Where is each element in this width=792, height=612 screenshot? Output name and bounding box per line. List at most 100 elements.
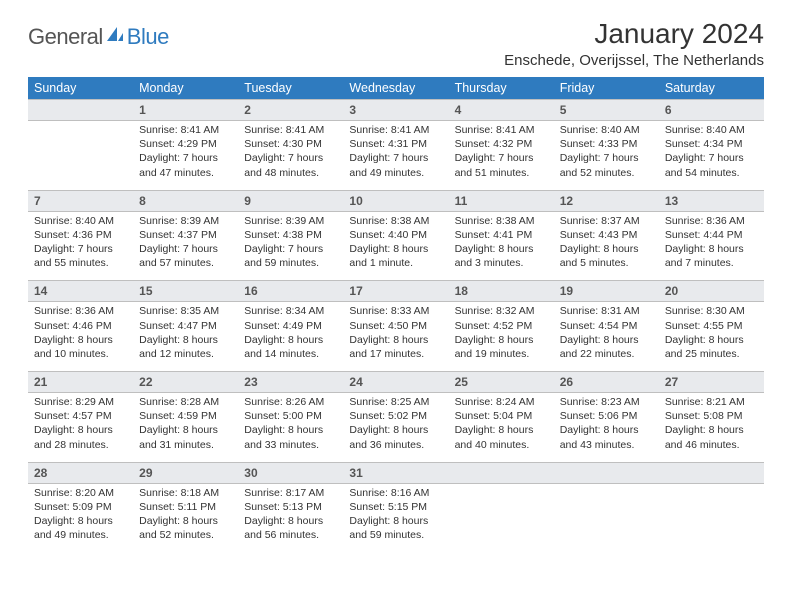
weekday-header-row: Sunday Monday Tuesday Wednesday Thursday… [28,77,764,100]
day-day1: Daylight: 7 hours [349,151,442,165]
day-data-cell: Sunrise: 8:34 AMSunset: 4:49 PMDaylight:… [238,302,343,372]
day-sunrise: Sunrise: 8:37 AM [560,214,653,228]
day-number-cell: 28 [28,462,133,483]
day-sunrise: Sunrise: 8:36 AM [665,214,758,228]
day-day1: Daylight: 8 hours [139,423,232,437]
day-sunset: Sunset: 4:31 PM [349,137,442,151]
day-sunrise: Sunrise: 8:40 AM [560,123,653,137]
day-sunrise: Sunrise: 8:39 AM [244,214,337,228]
day-day2: and 19 minutes. [455,347,548,361]
day-sunrise: Sunrise: 8:28 AM [139,395,232,409]
brand-text-1: General [28,24,103,50]
day-data: Sunrise: 8:40 AMSunset: 4:33 PMDaylight:… [554,121,659,190]
day-sunset: Sunset: 5:02 PM [349,409,442,423]
day-number-cell: 25 [449,372,554,393]
day-data-cell: Sunrise: 8:16 AMSunset: 5:15 PMDaylight:… [343,483,448,552]
day-number-cell: 22 [133,372,238,393]
day-number-cell: 2 [238,100,343,121]
day-data-cell [659,483,764,552]
day-day1: Daylight: 8 hours [560,242,653,256]
day-data-cell: Sunrise: 8:41 AMSunset: 4:30 PMDaylight:… [238,121,343,191]
day-day2: and 12 minutes. [139,347,232,361]
day-number-cell: 1 [133,100,238,121]
day-sunset: Sunset: 4:36 PM [34,228,127,242]
day-day1: Daylight: 8 hours [665,423,758,437]
day-day2: and 36 minutes. [349,438,442,452]
day-number-cell: 12 [554,190,659,211]
day-sunrise: Sunrise: 8:35 AM [139,304,232,318]
day-data-cell: Sunrise: 8:33 AMSunset: 4:50 PMDaylight:… [343,302,448,372]
day-data-cell: Sunrise: 8:20 AMSunset: 5:09 PMDaylight:… [28,483,133,552]
day-day2: and 55 minutes. [34,256,127,270]
day-number-cell [28,100,133,121]
week-data-row: Sunrise: 8:29 AMSunset: 4:57 PMDaylight:… [28,393,764,463]
day-data-cell: Sunrise: 8:31 AMSunset: 4:54 PMDaylight:… [554,302,659,372]
day-number: 1 [133,100,238,120]
day-day2: and 14 minutes. [244,347,337,361]
day-day1: Daylight: 8 hours [34,423,127,437]
day-data-cell: Sunrise: 8:36 AMSunset: 4:44 PMDaylight:… [659,211,764,281]
day-data: Sunrise: 8:30 AMSunset: 4:55 PMDaylight:… [659,302,764,371]
day-data-cell: Sunrise: 8:36 AMSunset: 4:46 PMDaylight:… [28,302,133,372]
day-day2: and 49 minutes. [34,528,127,542]
day-sunset: Sunset: 5:00 PM [244,409,337,423]
day-sunrise: Sunrise: 8:41 AM [244,123,337,137]
day-number-cell [554,462,659,483]
day-day1: Daylight: 7 hours [139,151,232,165]
day-number: 30 [238,463,343,483]
brand-text-2: Blue [127,24,169,50]
day-data: Sunrise: 8:41 AMSunset: 4:32 PMDaylight:… [449,121,554,190]
day-day1: Daylight: 8 hours [244,423,337,437]
day-data: Sunrise: 8:38 AMSunset: 4:41 PMDaylight:… [449,212,554,281]
day-sunset: Sunset: 5:04 PM [455,409,548,423]
day-day2: and 10 minutes. [34,347,127,361]
day-sunset: Sunset: 4:44 PM [665,228,758,242]
day-day1: Daylight: 8 hours [349,514,442,528]
day-number: 9 [238,191,343,211]
day-number: 18 [449,281,554,301]
day-day1: Daylight: 8 hours [34,333,127,347]
day-sunset: Sunset: 4:55 PM [665,319,758,333]
title-block: January 2024 Enschede, Overijssel, The N… [504,18,764,69]
day-number-cell: 16 [238,281,343,302]
day-data [554,484,659,546]
day-day1: Daylight: 7 hours [455,151,548,165]
day-day1: Daylight: 8 hours [349,242,442,256]
day-sunset: Sunset: 4:32 PM [455,137,548,151]
day-data: Sunrise: 8:40 AMSunset: 4:36 PMDaylight:… [28,212,133,281]
day-number: 7 [28,191,133,211]
day-number: 8 [133,191,238,211]
day-sunrise: Sunrise: 8:32 AM [455,304,548,318]
day-number: 15 [133,281,238,301]
day-sunset: Sunset: 5:08 PM [665,409,758,423]
day-number: 29 [133,463,238,483]
day-data [449,484,554,546]
week-data-row: Sunrise: 8:20 AMSunset: 5:09 PMDaylight:… [28,483,764,552]
day-sunset: Sunset: 5:11 PM [139,500,232,514]
day-number-cell: 11 [449,190,554,211]
day-data: Sunrise: 8:16 AMSunset: 5:15 PMDaylight:… [343,484,448,553]
day-sunset: Sunset: 4:59 PM [139,409,232,423]
day-data: Sunrise: 8:29 AMSunset: 4:57 PMDaylight:… [28,393,133,462]
day-day2: and 56 minutes. [244,528,337,542]
day-number [28,100,133,106]
day-day1: Daylight: 7 hours [560,151,653,165]
day-day1: Daylight: 8 hours [455,333,548,347]
day-number-cell: 5 [554,100,659,121]
day-day2: and 17 minutes. [349,347,442,361]
day-sunset: Sunset: 5:13 PM [244,500,337,514]
day-data-cell: Sunrise: 8:41 AMSunset: 4:31 PMDaylight:… [343,121,448,191]
day-day2: and 7 minutes. [665,256,758,270]
day-day1: Daylight: 8 hours [665,242,758,256]
day-number-cell: 8 [133,190,238,211]
day-data: Sunrise: 8:36 AMSunset: 4:46 PMDaylight:… [28,302,133,371]
day-data: Sunrise: 8:25 AMSunset: 5:02 PMDaylight:… [343,393,448,462]
day-number: 31 [343,463,448,483]
day-data: Sunrise: 8:31 AMSunset: 4:54 PMDaylight:… [554,302,659,371]
day-day1: Daylight: 8 hours [665,333,758,347]
day-number-cell: 10 [343,190,448,211]
day-sunset: Sunset: 4:50 PM [349,319,442,333]
day-sunrise: Sunrise: 8:36 AM [34,304,127,318]
day-data-cell: Sunrise: 8:18 AMSunset: 5:11 PMDaylight:… [133,483,238,552]
day-sunrise: Sunrise: 8:26 AM [244,395,337,409]
